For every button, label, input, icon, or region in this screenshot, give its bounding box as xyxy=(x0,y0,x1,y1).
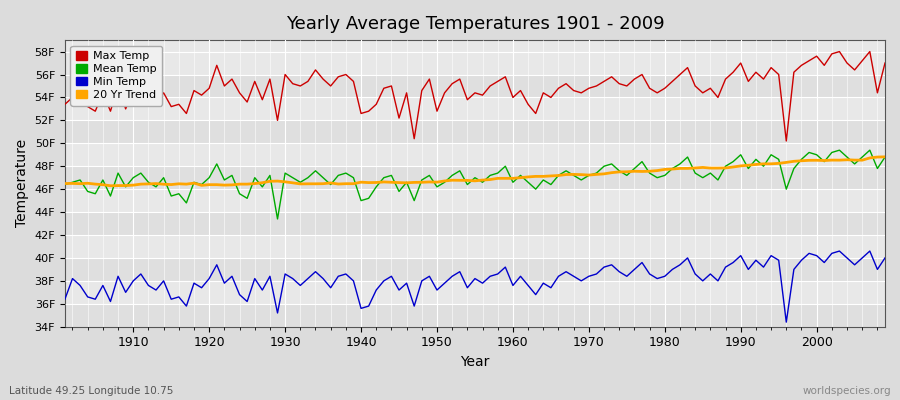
Legend: Max Temp, Mean Temp, Min Temp, 20 Yr Trend: Max Temp, Mean Temp, Min Temp, 20 Yr Tre… xyxy=(70,46,162,106)
Bar xyxy=(65,120,885,143)
Y-axis label: Temperature: Temperature xyxy=(15,139,29,228)
X-axis label: Year: Year xyxy=(460,355,490,369)
Bar xyxy=(65,74,885,98)
Bar xyxy=(65,212,885,235)
Title: Yearly Average Temperatures 1901 - 2009: Yearly Average Temperatures 1901 - 2009 xyxy=(285,15,664,33)
Bar xyxy=(65,166,885,189)
Text: Latitude 49.25 Longitude 10.75: Latitude 49.25 Longitude 10.75 xyxy=(9,386,174,396)
Text: worldspecies.org: worldspecies.org xyxy=(803,386,891,396)
Bar xyxy=(65,258,885,281)
Bar xyxy=(65,304,885,327)
